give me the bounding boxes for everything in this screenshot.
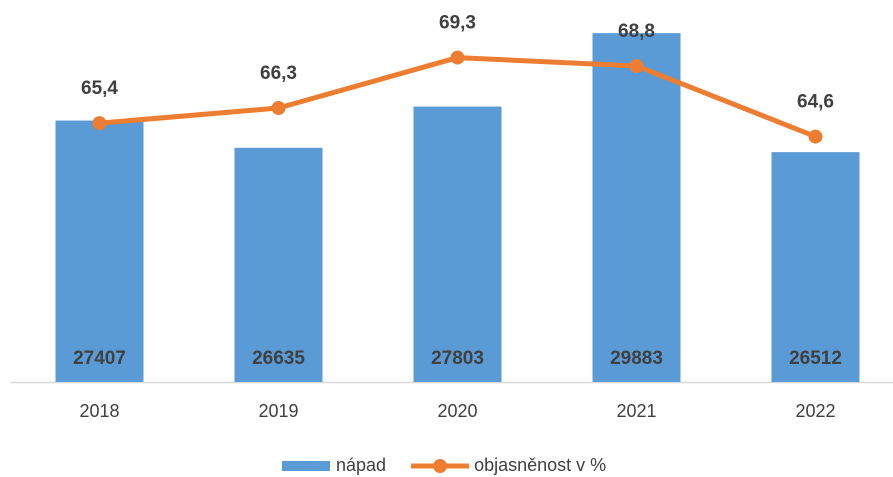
- bar: [55, 120, 144, 382]
- x-tick-label: 2022: [795, 401, 835, 421]
- legend-swatch-marker: [433, 459, 448, 473]
- line-marker: [450, 50, 465, 65]
- bar-value-label: 26512: [789, 348, 842, 369]
- line-value-label: 64,6: [797, 92, 834, 113]
- legend-label: objasněnost v %: [474, 455, 606, 475]
- x-tick-label: 2021: [616, 401, 656, 421]
- legend-swatch: [282, 461, 330, 471]
- bar-value-label: 27407: [73, 348, 126, 369]
- line-value-label: 66,3: [260, 63, 297, 84]
- line-marker: [629, 58, 644, 73]
- bar: [592, 33, 681, 383]
- bar-value-label: 27803: [431, 348, 484, 369]
- x-tick-label: 2018: [79, 401, 119, 421]
- line-value-label: 68,8: [618, 21, 655, 42]
- bar-value-label: 29883: [610, 348, 663, 369]
- bar-value-label: 26635: [252, 348, 305, 369]
- line-marker: [92, 116, 107, 131]
- bar: [413, 106, 502, 382]
- bar: [234, 147, 323, 382]
- legend-label: nápad: [336, 455, 386, 475]
- x-tick-label: 2019: [258, 401, 298, 421]
- line-value-label: 69,3: [439, 13, 476, 34]
- bar: [771, 152, 860, 382]
- line-marker: [808, 129, 823, 144]
- line-value-label: 65,4: [81, 78, 118, 99]
- x-tick-label: 2020: [437, 401, 477, 421]
- line-marker: [271, 101, 286, 116]
